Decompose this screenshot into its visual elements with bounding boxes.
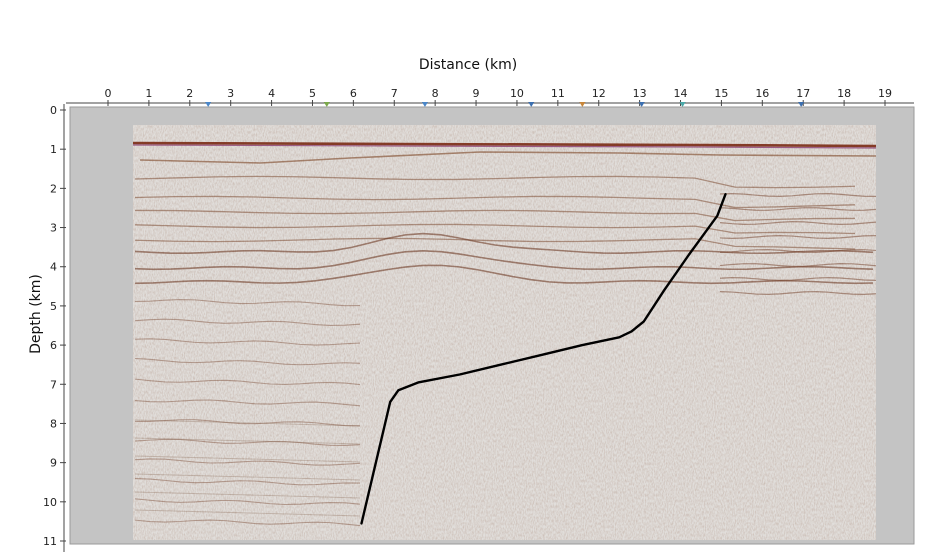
y-tick-label: 7 bbox=[50, 378, 57, 391]
x-tick-label: 12 bbox=[592, 87, 606, 100]
y-tick-label: 11 bbox=[43, 535, 57, 548]
seismic-reflector bbox=[134, 478, 361, 486]
seismic-reflector bbox=[134, 250, 874, 271]
x-tick-label: 2 bbox=[186, 87, 193, 100]
seismic-reflector bbox=[134, 473, 361, 481]
x-tick-label: 4 bbox=[268, 87, 275, 100]
x-tick-label: 10 bbox=[510, 87, 524, 100]
well-marker bbox=[421, 102, 428, 107]
x-tick-label: 0 bbox=[105, 87, 112, 100]
seismic-reflector bbox=[134, 378, 361, 386]
x-tick-label: 16 bbox=[755, 87, 769, 100]
y-tick-label: 1 bbox=[50, 143, 57, 156]
seismic-reflector bbox=[134, 491, 361, 499]
seismic-reflector bbox=[134, 458, 361, 466]
seismic-reflector bbox=[134, 237, 856, 250]
x-tick-label: 11 bbox=[551, 87, 565, 100]
seismic-reflector bbox=[134, 232, 874, 255]
x-tick-label: 7 bbox=[391, 87, 398, 100]
seismic-reflector bbox=[133, 141, 876, 148]
well-marker bbox=[205, 102, 212, 107]
seismic-reflector bbox=[719, 249, 876, 253]
x-tick-label: 13 bbox=[633, 87, 647, 100]
well-marker bbox=[323, 102, 330, 107]
seismic-section bbox=[133, 125, 876, 540]
x-tick-label: 1 bbox=[145, 87, 152, 100]
y-tick-label: 2 bbox=[50, 182, 57, 195]
x-tick-label: 6 bbox=[350, 87, 357, 100]
seismic-reflector bbox=[134, 223, 856, 235]
y-tick-label: 6 bbox=[50, 339, 57, 352]
fault-line bbox=[360, 193, 727, 525]
seismic-reflector bbox=[134, 298, 361, 307]
well-marker bbox=[679, 102, 686, 107]
seismic-reflector bbox=[134, 455, 361, 463]
seismic-reflector bbox=[134, 498, 361, 506]
seismic-reflector bbox=[719, 277, 876, 281]
y-tick-label: 0 bbox=[50, 104, 57, 117]
well-markers bbox=[205, 102, 805, 107]
seismic-reflector bbox=[719, 193, 876, 197]
seismic-reflector bbox=[719, 207, 876, 211]
seismic-reflector bbox=[134, 264, 874, 285]
x-tick-label: 5 bbox=[309, 87, 316, 100]
seismic-reflector bbox=[134, 195, 856, 209]
seismic-reflector bbox=[719, 221, 876, 225]
seismic-grain bbox=[133, 125, 876, 540]
seismic-reflector bbox=[719, 263, 876, 267]
x-tick-label: 8 bbox=[432, 87, 439, 100]
x-axis: 0 1 2 3 4 5 6 7 8 9 10 11 12 13 14 15 16 17 18 19 bbox=[66, 87, 914, 106]
x-tick-label: 14 bbox=[674, 87, 688, 100]
well-marker bbox=[528, 102, 535, 107]
seismic-reflector bbox=[134, 519, 361, 527]
x-tick-label: 19 bbox=[878, 87, 892, 100]
seismic-reflector bbox=[134, 419, 361, 427]
x-axis-title: Distance (km) bbox=[419, 57, 517, 73]
seismic-reflector bbox=[139, 151, 876, 164]
seismic-reflector bbox=[134, 175, 856, 189]
seismic-reflector bbox=[134, 509, 361, 517]
y-tick-label: 10 bbox=[43, 496, 57, 509]
series-layer bbox=[360, 193, 727, 525]
y-tick-label: 4 bbox=[50, 261, 57, 274]
seismic-reflector bbox=[134, 209, 856, 222]
well-marker bbox=[798, 102, 805, 107]
y-tick-label: 9 bbox=[50, 457, 57, 470]
seismic-reflector bbox=[719, 234, 876, 239]
y-tick-label: 8 bbox=[50, 417, 57, 430]
x-tick-label: 9 bbox=[473, 87, 480, 100]
reflector-layer bbox=[133, 141, 876, 527]
seismic-reflector bbox=[134, 399, 361, 407]
well-marker bbox=[638, 102, 645, 107]
y-axis: 0 1 2 3 4 5 6 7 8 9 10 11 bbox=[43, 104, 66, 552]
x-tick-label: 3 bbox=[227, 87, 234, 100]
seismic-reflector bbox=[134, 318, 361, 326]
x-tick-label: 15 bbox=[714, 87, 728, 100]
x-tick-label: 18 bbox=[837, 87, 851, 100]
y-axis-title: Depth (km) bbox=[28, 274, 44, 354]
seismic-reflector bbox=[134, 437, 361, 445]
well-marker bbox=[579, 102, 586, 107]
seismic-reflector bbox=[134, 357, 361, 366]
x-tick-label: 17 bbox=[796, 87, 810, 100]
seismic-reflector bbox=[719, 291, 876, 295]
seismic-reflector bbox=[134, 419, 361, 427]
seismic-reflector bbox=[133, 144, 876, 149]
seismic-reflector bbox=[134, 438, 361, 446]
y-tick-label: 3 bbox=[50, 222, 57, 235]
y-tick-label: 5 bbox=[50, 300, 57, 313]
seismic-reflector bbox=[134, 338, 361, 346]
